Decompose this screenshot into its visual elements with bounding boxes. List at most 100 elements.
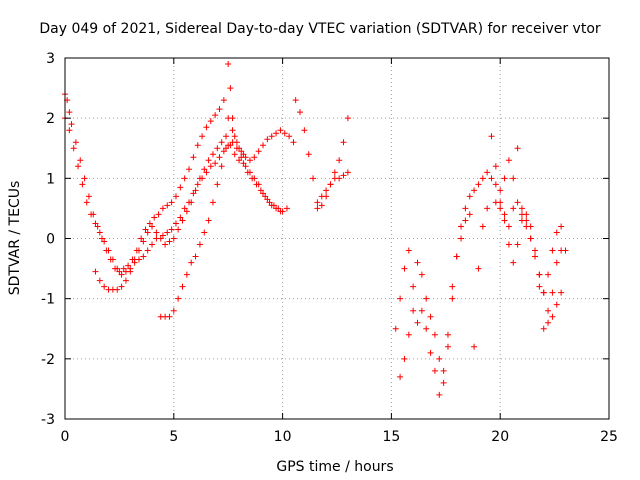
- x-tick-label: 20: [491, 429, 509, 445]
- data-point: [444, 331, 451, 338]
- data-point: [336, 175, 343, 182]
- data-point: [183, 208, 190, 215]
- data-point: [201, 166, 208, 173]
- data-point: [188, 259, 195, 266]
- data-point: [514, 145, 521, 152]
- x-tick-label: 0: [61, 429, 70, 445]
- data-point: [214, 145, 221, 152]
- data-point: [199, 133, 206, 140]
- data-point: [159, 232, 166, 239]
- data-point: [68, 121, 75, 128]
- data-point: [92, 268, 99, 275]
- data-point: [177, 184, 184, 191]
- data-point: [331, 169, 338, 176]
- data-point: [488, 133, 495, 140]
- data-point: [218, 139, 225, 146]
- data-point: [238, 154, 245, 161]
- data-point: [238, 148, 245, 155]
- data-point: [471, 187, 478, 194]
- data-point: [510, 259, 517, 266]
- data-point: [318, 193, 325, 200]
- data-point: [135, 256, 142, 263]
- data-point: [283, 205, 290, 212]
- data-point: [170, 235, 177, 242]
- data-point: [196, 241, 203, 248]
- data-point: [392, 325, 399, 332]
- data-point: [223, 133, 230, 140]
- data-point: [558, 289, 565, 296]
- data-point: [484, 169, 491, 176]
- data-point: [286, 133, 293, 140]
- data-point: [290, 139, 297, 146]
- data-point: [231, 133, 238, 140]
- data-point: [142, 226, 149, 233]
- data-point: [146, 220, 153, 227]
- data-point: [164, 202, 171, 209]
- data-point: [231, 151, 238, 158]
- data-point: [479, 223, 486, 230]
- data-point: [492, 163, 499, 170]
- data-point: [101, 283, 108, 290]
- data-point: [401, 355, 408, 362]
- data-point: [553, 301, 560, 308]
- data-point: [149, 223, 156, 230]
- data-point: [305, 151, 312, 158]
- data-point: [131, 259, 138, 266]
- data-point: [194, 142, 201, 149]
- data-point: [144, 229, 151, 236]
- data-point: [155, 211, 162, 218]
- data-point: [205, 217, 212, 224]
- data-point: [264, 196, 271, 203]
- data-point: [170, 307, 177, 314]
- data-point: [240, 151, 247, 158]
- data-point: [159, 205, 166, 212]
- data-point: [462, 205, 469, 212]
- data-point: [251, 154, 258, 161]
- data-point: [260, 190, 267, 197]
- data-point: [236, 145, 243, 152]
- data-point: [418, 307, 425, 314]
- data-point: [149, 241, 156, 248]
- data-point: [164, 229, 171, 236]
- data-points: [62, 61, 569, 398]
- data-point: [518, 205, 525, 212]
- data-point: [414, 259, 421, 266]
- data-point: [85, 193, 92, 200]
- data-point: [540, 289, 547, 296]
- data-point: [301, 127, 308, 134]
- data-point: [162, 241, 169, 248]
- data-point: [166, 313, 173, 320]
- data-point: [223, 145, 230, 152]
- data-point: [66, 109, 73, 116]
- data-point: [449, 283, 456, 290]
- data-point: [405, 331, 412, 338]
- data-point: [273, 205, 280, 212]
- data-point: [175, 226, 182, 233]
- data-point: [122, 277, 129, 284]
- data-point: [410, 283, 417, 290]
- y-tick-label: 3: [46, 51, 55, 67]
- data-point: [216, 154, 223, 161]
- data-point: [186, 199, 193, 206]
- data-point: [479, 175, 486, 182]
- data-point: [175, 295, 182, 302]
- data-point: [340, 172, 347, 179]
- data-point: [240, 160, 247, 167]
- data-point: [144, 247, 151, 254]
- data-point: [207, 163, 214, 170]
- data-point: [229, 139, 236, 146]
- data-point: [536, 283, 543, 290]
- data-point: [183, 271, 190, 278]
- data-point: [218, 163, 225, 170]
- data-point: [444, 343, 451, 350]
- data-point: [166, 238, 173, 245]
- data-point: [168, 199, 175, 206]
- data-point: [98, 235, 105, 242]
- data-point: [410, 307, 417, 314]
- data-point: [545, 271, 552, 278]
- data-point: [545, 307, 552, 314]
- data-point: [340, 139, 347, 146]
- data-point: [492, 199, 499, 206]
- data-point: [179, 217, 186, 224]
